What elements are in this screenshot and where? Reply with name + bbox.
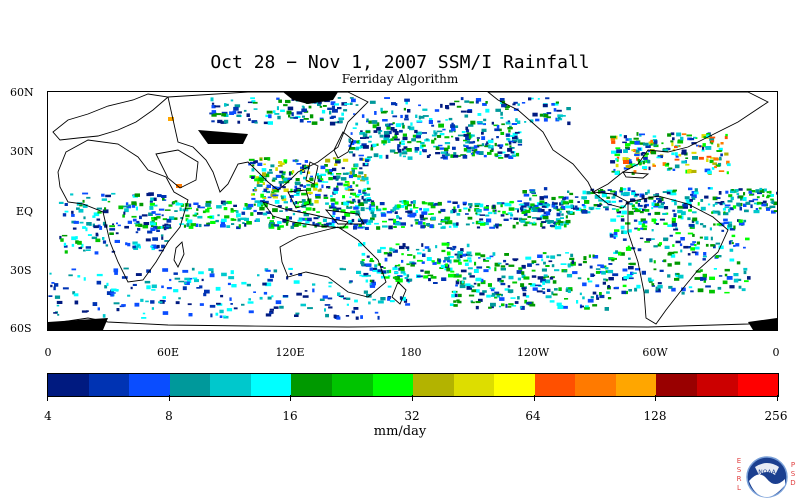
colorbar-tick: [290, 395, 292, 401]
chart-title: Oct 28 − Nov 1, 2007 SSM/I Rainfall: [210, 52, 590, 73]
rainfall-pixels: [48, 97, 777, 320]
colorbar-label-64: 64: [525, 409, 541, 423]
coastline-madagascar: [173, 241, 185, 268]
colorbar-tick: [533, 395, 535, 401]
colorbar: [47, 373, 779, 397]
colorbar-label-128: 128: [643, 409, 667, 423]
colorbar-swatch-8: [372, 374, 414, 396]
coastline-asia: [167, 92, 369, 193]
colorbar-swatch-5: [250, 374, 292, 396]
lon-label-120w: 120W: [516, 346, 550, 359]
colorbar-swatch-2: [129, 374, 170, 396]
colorbar-tick: [412, 395, 413, 401]
coastline-cuba: [622, 171, 650, 179]
coastline-indonesia: [261, 201, 349, 229]
coastline-africa: [57, 139, 189, 283]
rainfall-map: [47, 91, 778, 331]
colorbar-swatch-0: [48, 374, 89, 396]
colorbar-swatch-10: [453, 374, 495, 396]
lat-label-eq: EQ: [16, 205, 34, 218]
colorbar-label-32: 32: [404, 409, 420, 423]
lon-label-120e: 120E: [275, 346, 305, 359]
colorbar-swatch-15: [656, 374, 697, 396]
colorbar-units: mm/day: [373, 424, 427, 439]
lon-label-0: 0: [44, 346, 52, 359]
colorbar-tick: [168, 395, 170, 401]
coastline-south-america: [627, 195, 729, 325]
colorbar-swatch-6: [291, 374, 332, 396]
colorbar-swatch-13: [575, 374, 616, 396]
colorbar-swatch-4: [210, 374, 251, 396]
colorbar-tick: [47, 395, 48, 401]
lat-label-30s: 30S: [10, 264, 32, 277]
colorbar-swatch-7: [331, 374, 373, 396]
colorbar-swatch-3: [169, 374, 211, 396]
coastline-japan: [333, 131, 354, 159]
chart-subtitle: Ferriday Algorithm: [341, 72, 459, 86]
lon-label-60w: 60W: [642, 346, 668, 359]
svg-text:NOAA: NOAA: [758, 469, 776, 476]
rainfall-map-canvas: [48, 92, 777, 330]
no-data-areas: [48, 92, 777, 330]
colorbar-tick: [655, 395, 657, 401]
coastline-central-america: [591, 191, 629, 209]
colorbar-swatch-1: [88, 374, 130, 396]
colorbar-label-4: 4: [44, 409, 52, 423]
colorbar-swatch-12: [534, 374, 576, 396]
colorbar-label-256: 256: [764, 409, 788, 423]
lon-label-0-end: 0: [772, 346, 780, 359]
coastline-philippines: [305, 161, 319, 185]
lat-label-60s: 60S: [10, 322, 32, 335]
colorbar-swatch-14: [615, 374, 657, 396]
noaa-emblem-icon: NOAA: [746, 456, 788, 498]
colorbar-swatch-9: [413, 374, 454, 396]
coastline-arabia: [155, 149, 199, 189]
colorbar-label-16: 16: [282, 409, 298, 423]
coastline-europe: [52, 93, 170, 141]
colorbar-tick: [777, 395, 778, 401]
colorbar-label-8: 8: [165, 409, 173, 423]
colorbar-swatch-17: [737, 374, 779, 396]
lat-label-30n: 30N: [10, 145, 34, 158]
coastline-new-zealand: [391, 281, 407, 305]
coastline-new-guinea: [324, 209, 365, 225]
lat-label-60n: 60N: [10, 86, 34, 99]
coastline-borneo: [287, 189, 311, 209]
colorbar-swatch-11: [494, 374, 535, 396]
coastline-north-america: [487, 92, 769, 193]
coastline-antarctica: [48, 317, 777, 328]
lon-label-60e: 60E: [156, 346, 180, 359]
lon-label-180: 180: [400, 346, 422, 359]
colorbar-swatch-16: [697, 374, 738, 396]
coastline-australia: [279, 226, 387, 298]
